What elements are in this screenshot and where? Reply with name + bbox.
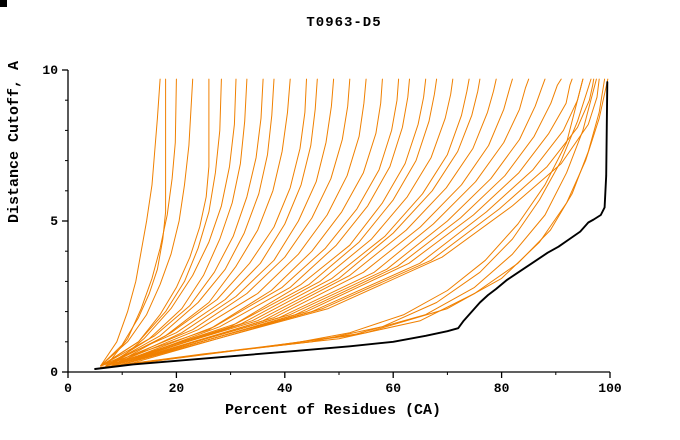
model-curve [110, 78, 400, 367]
model-curve [116, 78, 307, 364]
model-curve [100, 78, 161, 367]
model-curve [110, 78, 237, 367]
model-curve [121, 78, 470, 364]
x-tick-label: 80 [494, 381, 510, 396]
x-axis-label: Percent of Residues (CA) [225, 402, 441, 419]
model-curve [110, 78, 513, 367]
model-curve [100, 78, 318, 367]
axes: 0 20 40 60 80 100 0 5 10 [42, 63, 622, 396]
model-curve [100, 78, 222, 367]
model-curve [105, 78, 210, 364]
axis-frame [67, 70, 610, 373]
best-model-curve [94, 81, 609, 370]
model-curve [110, 78, 546, 367]
x-tick-label: 0 [64, 381, 72, 396]
model-curve [121, 78, 410, 364]
model-curve [110, 78, 275, 364]
x-tick-label: 40 [277, 381, 293, 396]
screen-corner-artifact [0, 0, 7, 7]
model-curve [105, 78, 177, 367]
y-tick-label: 0 [50, 365, 58, 380]
model-curve [116, 78, 497, 367]
model-curve [105, 78, 481, 367]
model-curve [100, 78, 194, 367]
y-tick-label: 5 [50, 214, 58, 229]
x-tick-label: 60 [385, 381, 401, 396]
x-tick-label: 20 [169, 381, 185, 396]
series-lines [94, 78, 609, 370]
model-curve [105, 78, 248, 367]
model-curve [116, 78, 600, 367]
model-curve [100, 78, 383, 367]
model-curve [100, 78, 167, 367]
y-tick-label: 10 [42, 63, 58, 78]
model-curve [121, 78, 530, 364]
model-curve [105, 78, 291, 367]
x-tick-label: 100 [598, 381, 622, 396]
model-curve [116, 78, 367, 364]
model-curve [105, 78, 592, 368]
model-curve [100, 78, 264, 367]
chart-title: T0963-D5 [306, 15, 381, 31]
model-curve [100, 78, 597, 368]
model-curve [127, 78, 573, 364]
model-curve [116, 78, 438, 364]
model-curve [110, 78, 454, 367]
model-curve [110, 78, 335, 367]
model-curve [116, 78, 562, 367]
model-curve [121, 78, 595, 367]
y-axis-label: Distance Cutoff, A [6, 61, 23, 223]
model-curve [105, 78, 427, 367]
model-curve [105, 78, 351, 367]
